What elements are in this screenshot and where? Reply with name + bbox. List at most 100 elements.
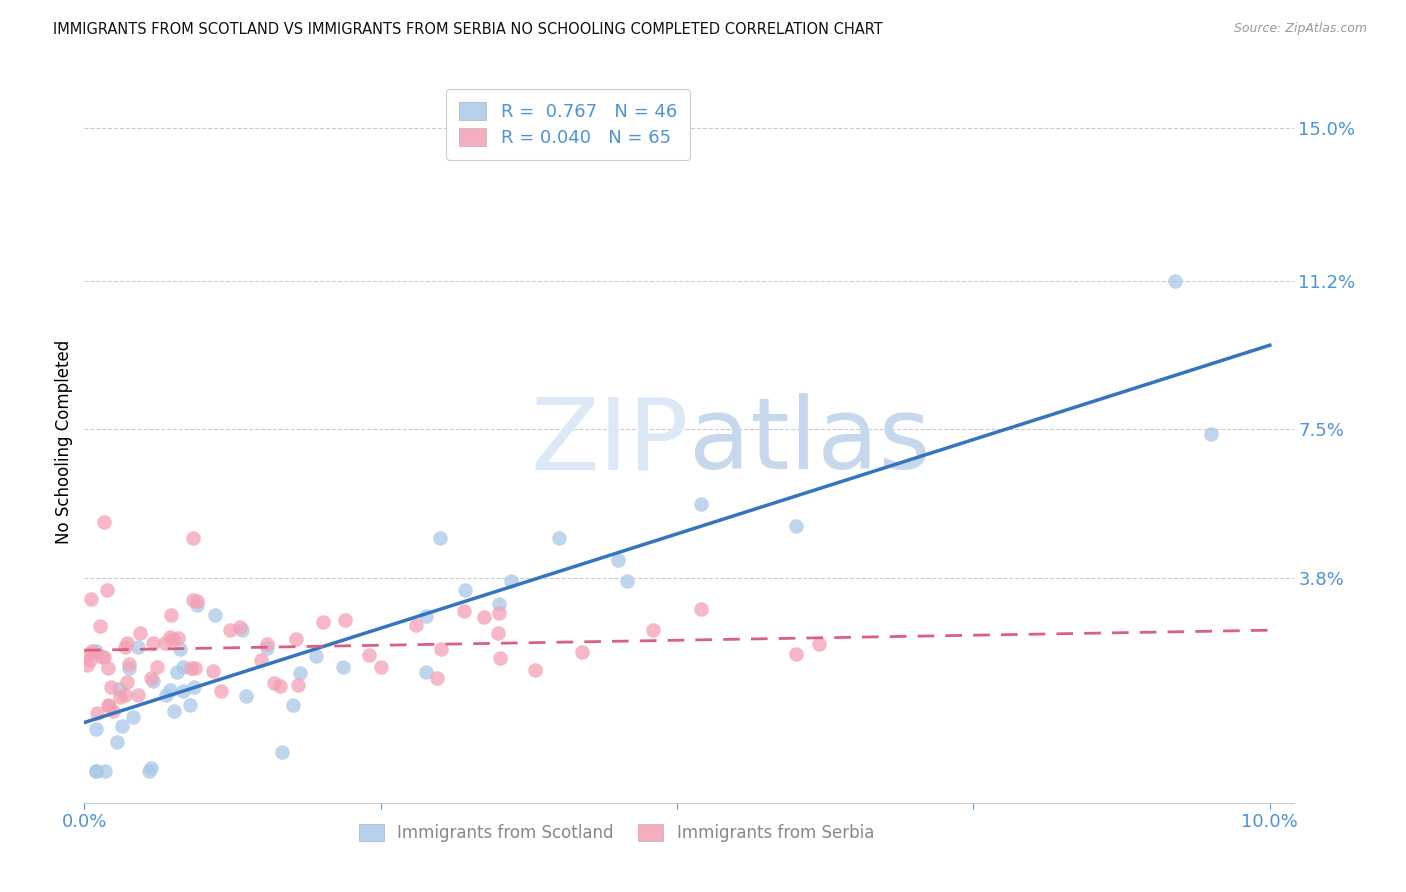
Point — [263, 675, 285, 690]
Point — [127, 688, 149, 702]
Point — [186, 594, 208, 608]
Point — [270, 745, 292, 759]
Point — [84, 723, 107, 737]
Point — [250, 653, 273, 667]
Text: ZIP: ZIP — [530, 393, 689, 490]
Point — [1199, 426, 1222, 441]
Point — [219, 624, 242, 638]
Point — [110, 719, 132, 733]
Point — [183, 681, 205, 695]
Point — [117, 675, 139, 690]
Point — [142, 636, 165, 650]
Point — [117, 636, 139, 650]
Point — [256, 637, 278, 651]
Point — [129, 626, 152, 640]
Point — [180, 661, 202, 675]
Point — [186, 598, 208, 612]
Point — [287, 678, 309, 692]
Point — [84, 644, 107, 658]
Point — [486, 625, 509, 640]
Point — [429, 532, 451, 546]
Point — [145, 659, 167, 673]
Point — [77, 647, 100, 661]
Point — [160, 607, 183, 622]
Point — [547, 531, 569, 545]
Point — [499, 574, 522, 588]
Point — [96, 583, 118, 598]
Point — [91, 650, 114, 665]
Point — [256, 640, 278, 655]
Point — [159, 683, 181, 698]
Point — [370, 660, 392, 674]
Point — [571, 645, 593, 659]
Point — [312, 615, 335, 629]
Point — [689, 496, 711, 510]
Point — [643, 623, 665, 637]
Point — [488, 607, 510, 621]
Point — [141, 671, 163, 685]
Point — [89, 619, 111, 633]
Point — [79, 652, 101, 666]
Point — [163, 704, 186, 718]
Point — [305, 648, 328, 663]
Point — [121, 710, 143, 724]
Point — [167, 631, 190, 645]
Point — [127, 640, 149, 654]
Point — [105, 735, 128, 749]
Point — [118, 660, 141, 674]
Text: atlas: atlas — [689, 393, 931, 490]
Point — [82, 643, 104, 657]
Point — [179, 698, 201, 713]
Point — [616, 574, 638, 589]
Point — [333, 613, 356, 627]
Point — [76, 658, 98, 673]
Point — [155, 636, 177, 650]
Point — [472, 610, 495, 624]
Point — [138, 764, 160, 778]
Point — [169, 641, 191, 656]
Point — [415, 608, 437, 623]
Point — [231, 624, 253, 638]
Text: IMMIGRANTS FROM SCOTLAND VS IMMIGRANTS FROM SERBIA NO SCHOOLING COMPLETED CORREL: IMMIGRANTS FROM SCOTLAND VS IMMIGRANTS F… — [53, 22, 883, 37]
Point — [86, 706, 108, 720]
Point — [184, 661, 207, 675]
Point — [84, 764, 107, 778]
Point — [229, 620, 252, 634]
Point — [181, 592, 204, 607]
Point — [785, 647, 807, 661]
Point — [80, 592, 103, 607]
Point — [281, 698, 304, 712]
Point — [202, 664, 225, 678]
Point — [453, 604, 475, 618]
Point — [84, 764, 107, 778]
Point — [488, 597, 510, 611]
Point — [114, 640, 136, 655]
Text: Source: ZipAtlas.com: Source: ZipAtlas.com — [1233, 22, 1367, 36]
Point — [166, 665, 188, 679]
Point — [209, 683, 232, 698]
Point — [426, 671, 449, 685]
Point — [332, 659, 354, 673]
Point — [1164, 274, 1187, 288]
Point — [159, 630, 181, 644]
Point — [523, 663, 546, 677]
Point — [93, 515, 115, 529]
Point — [285, 632, 308, 646]
Point — [172, 660, 194, 674]
Point — [689, 601, 711, 615]
Point — [97, 699, 120, 714]
Point — [97, 698, 120, 713]
Point — [117, 657, 139, 672]
Point — [181, 531, 204, 545]
Point — [162, 632, 184, 646]
Point — [93, 764, 115, 778]
Point — [430, 641, 453, 656]
Point — [415, 665, 437, 679]
Point — [101, 704, 124, 718]
Point — [155, 688, 177, 702]
Point — [204, 607, 226, 622]
Point — [107, 682, 129, 697]
Point — [139, 761, 162, 775]
Point — [785, 519, 807, 533]
Point — [114, 688, 136, 702]
